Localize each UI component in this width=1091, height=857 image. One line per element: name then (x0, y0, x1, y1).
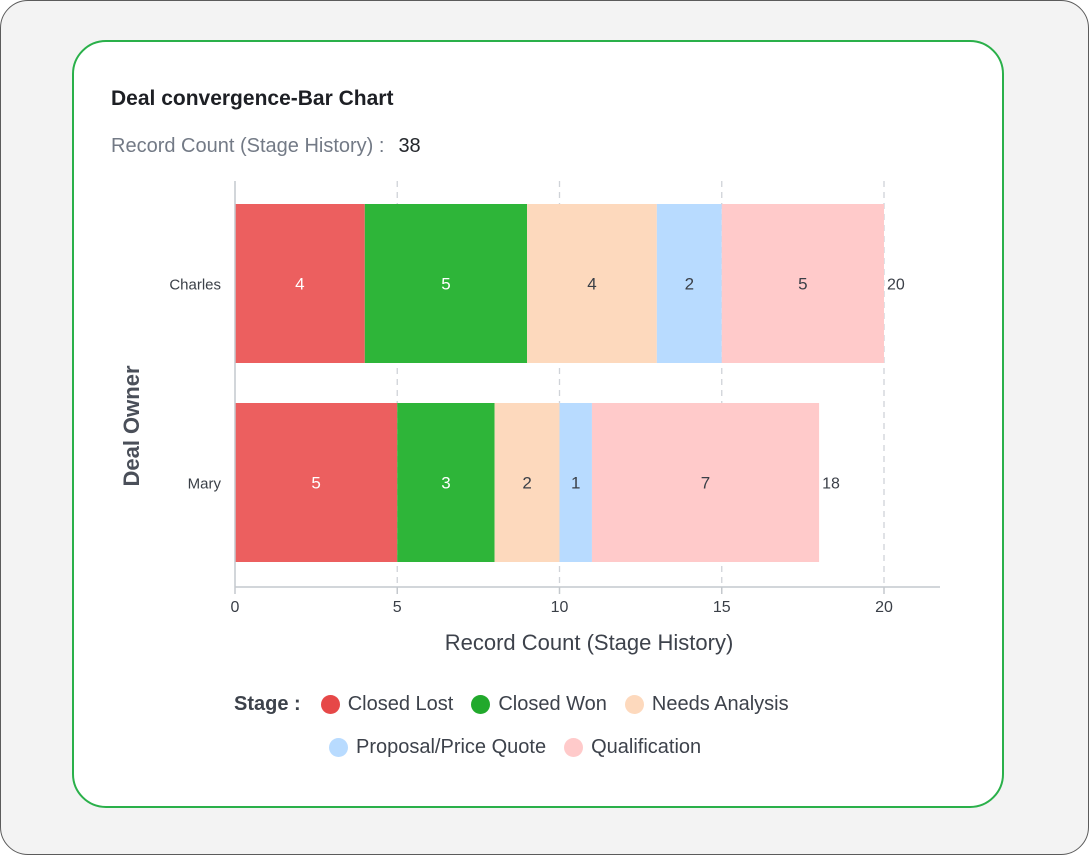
bar-segment (591, 403, 820, 562)
legend-label: Closed Lost (347, 692, 454, 715)
legend-item[interactable]: Closed Won (471, 693, 607, 716)
bar-segment (656, 204, 722, 363)
category-label: Charles (169, 277, 221, 294)
data-label: 5 (798, 275, 807, 294)
bar-segment (235, 403, 398, 562)
legend-item[interactable]: Qualification (564, 736, 701, 759)
total-label: 20 (887, 277, 905, 294)
legend-row: Stage : Closed Lost Closed Won Needs Analy… (234, 687, 874, 721)
data-label: 4 (587, 275, 596, 294)
x-tick-label: 0 (231, 599, 240, 616)
category-label: Mary (188, 476, 222, 493)
data-label: 3 (441, 474, 450, 493)
x-axis-title: Record Count (Stage History) (444, 630, 734, 655)
bar-segment (721, 204, 884, 363)
bar-segment (559, 403, 592, 562)
legend-label: Closed Won (498, 692, 607, 715)
x-tick-label: 5 (393, 599, 402, 616)
legend-swatch (471, 694, 491, 714)
total-label: 18 (822, 476, 840, 493)
legend-title: Stage : (234, 692, 301, 715)
data-label: 7 (701, 474, 710, 493)
legend-swatch (320, 694, 340, 714)
chart-title: Deal convergence-Bar Chart (111, 87, 394, 110)
legend-item[interactable]: Proposal/Price Quote (329, 736, 546, 759)
data-label: 2 (522, 474, 531, 493)
bar-segment (235, 204, 365, 363)
legend-item[interactable]: Needs Analysis (624, 692, 789, 716)
bar-chart: 4 5 4 2 5 20 Charles 5 3 2 1 7 18 Mary 0 5 10 15 20 (169, 181, 940, 616)
bar-segment (494, 403, 560, 562)
data-label: 4 (295, 275, 304, 294)
x-tick-label: 10 (551, 599, 569, 616)
legend-swatch (329, 737, 348, 757)
legend-label: Proposal/Price Quote (356, 735, 547, 758)
legend-swatch (624, 694, 644, 714)
legend-label: Needs Analysis (651, 692, 789, 715)
data-label: 5 (311, 474, 320, 493)
bar-segment (527, 204, 657, 363)
chart-card: Deal convergence-Bar Chart Record Count … (72, 40, 1004, 808)
legend-swatch (564, 737, 584, 757)
legend-label: Qualification (591, 735, 702, 758)
legend-row: Proposal/Price Quote Qualification (234, 730, 874, 764)
record-count-summary: Record Count (Stage History) : 38 (111, 135, 421, 158)
bar-segment (397, 403, 495, 562)
data-label: 1 (571, 474, 580, 493)
record-count-label: Record Count (Stage History) : (111, 135, 385, 157)
legend: Stage : Closed Lost Closed Won Needs Analy… (234, 687, 874, 764)
x-tick-label: 15 (713, 599, 731, 616)
legend-item[interactable]: Closed Lost (320, 692, 454, 716)
data-label: 5 (441, 275, 450, 294)
data-label: 2 (685, 275, 694, 294)
y-axis-title: Deal Owner (119, 365, 144, 487)
x-tick-label: 20 (875, 599, 893, 616)
record-count-value: 38 (398, 135, 421, 157)
bar-segment (364, 204, 528, 363)
